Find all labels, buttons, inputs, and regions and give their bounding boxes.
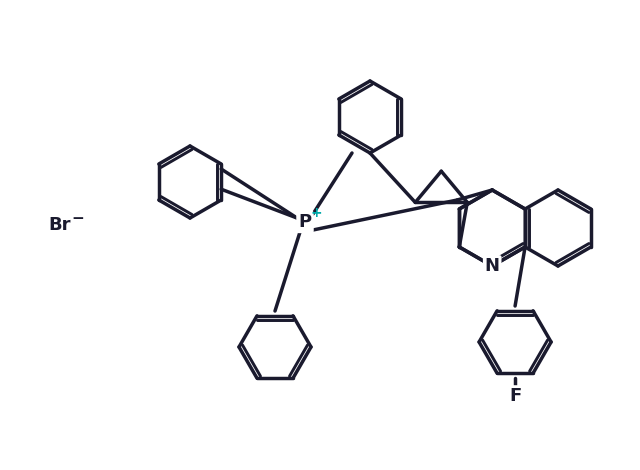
Text: F: F xyxy=(509,387,521,405)
Text: N: N xyxy=(484,257,500,275)
Text: P: P xyxy=(298,213,312,231)
Text: −: − xyxy=(71,211,84,226)
Text: +: + xyxy=(310,206,322,220)
Text: Br: Br xyxy=(48,216,70,234)
